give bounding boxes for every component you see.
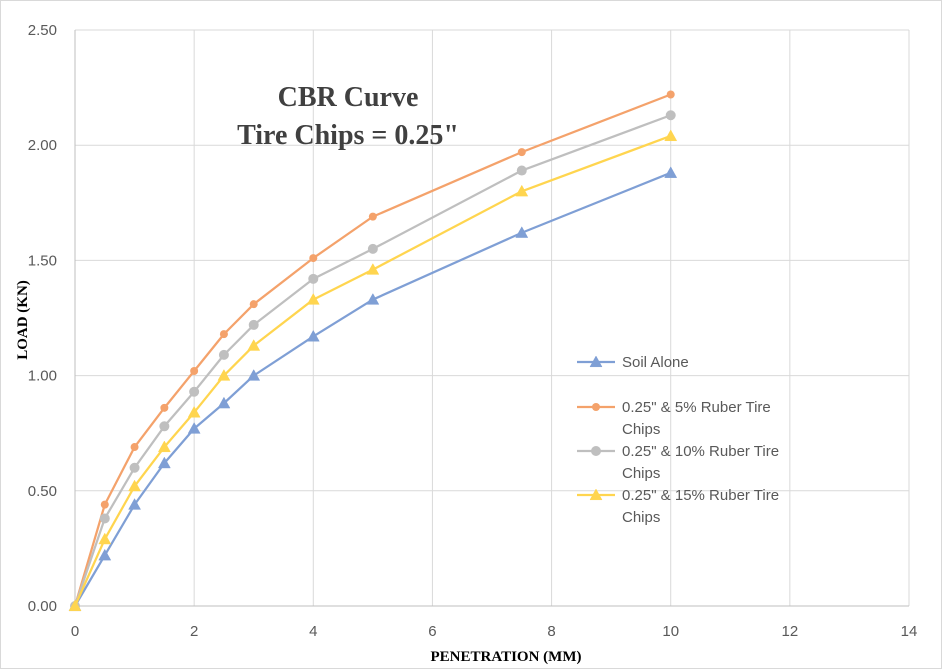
data-point bbox=[217, 369, 231, 381]
y-tick-label: 0.00 bbox=[28, 598, 57, 615]
legend-entry: 0.25" & 15% Ruber Tire Chips bbox=[577, 487, 779, 526]
data-point bbox=[190, 366, 199, 375]
data-point bbox=[249, 300, 258, 309]
x-tick-label: 10 bbox=[662, 623, 679, 640]
legend-marker bbox=[589, 488, 603, 501]
data-point bbox=[516, 165, 527, 176]
data-point bbox=[217, 396, 231, 409]
data-point bbox=[128, 479, 141, 492]
y-tick-label: 2.00 bbox=[28, 137, 57, 154]
data-point bbox=[68, 599, 82, 612]
data-point bbox=[366, 293, 380, 305]
data-point bbox=[308, 273, 319, 284]
data-point bbox=[98, 548, 112, 561]
data-point bbox=[515, 226, 529, 238]
data-point bbox=[367, 243, 378, 254]
legend-label: 0.25" & 5% Ruber Tire bbox=[622, 399, 771, 416]
gridlines bbox=[75, 29, 910, 606]
legend-label: Chips bbox=[622, 509, 660, 526]
series-group bbox=[70, 110, 676, 611]
series-line bbox=[73, 171, 672, 608]
data-series bbox=[68, 90, 678, 612]
data-point bbox=[187, 405, 201, 418]
data-point bbox=[159, 421, 170, 432]
data-point bbox=[218, 349, 229, 360]
legend-label: Chips bbox=[622, 465, 660, 482]
data-point bbox=[157, 456, 171, 469]
x-tick-label: 4 bbox=[309, 623, 317, 640]
legend-label: Chips bbox=[622, 421, 660, 438]
data-point bbox=[515, 184, 529, 197]
legend-entry: Soil Alone bbox=[577, 354, 689, 371]
y-tick-label: 1.50 bbox=[28, 252, 57, 269]
data-point bbox=[160, 403, 169, 412]
data-point bbox=[309, 254, 318, 263]
data-point bbox=[128, 498, 141, 510]
data-point bbox=[666, 90, 675, 99]
legend-entry: 0.25" & 5% Ruber Tire Chips bbox=[577, 399, 771, 438]
data-point bbox=[247, 369, 261, 381]
axes bbox=[74, 30, 909, 607]
data-point bbox=[248, 319, 259, 330]
data-point bbox=[187, 422, 201, 434]
data-point bbox=[247, 339, 261, 351]
data-point bbox=[157, 440, 171, 453]
y-tick-label: 1.00 bbox=[28, 368, 57, 385]
legend-marker bbox=[591, 446, 601, 456]
data-point bbox=[219, 330, 228, 339]
series-line bbox=[73, 93, 672, 608]
legend-marker bbox=[592, 403, 600, 411]
chart-title-line: CBR Curve bbox=[278, 82, 419, 113]
data-point bbox=[366, 263, 380, 275]
legend-label: 0.25" & 10% Ruber Tire bbox=[622, 443, 779, 460]
chart-title: CBR Curve Tire Chips = 0.25" bbox=[237, 82, 459, 151]
chart-title-line: Tire Chips = 0.25" bbox=[237, 120, 459, 151]
series-line bbox=[73, 134, 672, 608]
data-point bbox=[517, 148, 526, 157]
series-line bbox=[73, 114, 672, 608]
legend-marker bbox=[589, 355, 603, 368]
series-group bbox=[68, 129, 678, 612]
y-tick-label: 2.50 bbox=[28, 22, 57, 39]
tick-labels: 0 2 4 6 8 10 12 14 0.00 0.50 1.00 1.50 2.00 2.50 bbox=[28, 22, 918, 640]
data-point bbox=[130, 443, 139, 452]
data-point bbox=[306, 329, 320, 342]
data-point bbox=[368, 212, 377, 221]
x-axis-title: PENETRATION (MM) bbox=[431, 649, 582, 665]
data-point bbox=[664, 166, 678, 178]
x-tick-label: 12 bbox=[782, 623, 799, 640]
data-point bbox=[99, 513, 110, 524]
data-point bbox=[189, 386, 200, 397]
data-point bbox=[98, 532, 112, 545]
x-tick-label: 14 bbox=[901, 623, 918, 640]
axis-titles: PENETRATION (MM) LOAD (KN) bbox=[15, 280, 581, 665]
data-point bbox=[306, 293, 320, 305]
legend-label: 0.25" & 15% Ruber Tire bbox=[622, 487, 779, 504]
data-point bbox=[665, 110, 676, 121]
legend-entry: 0.25" & 10% Ruber Tire Chips bbox=[577, 443, 779, 482]
x-tick-label: 8 bbox=[547, 623, 555, 640]
series-group bbox=[68, 166, 678, 612]
y-axis-title: LOAD (KN) bbox=[15, 280, 31, 360]
x-tick-label: 2 bbox=[190, 623, 198, 640]
x-tick-label: 6 bbox=[428, 623, 436, 640]
data-point bbox=[129, 462, 140, 473]
x-tick-label: 0 bbox=[71, 623, 79, 640]
data-point bbox=[664, 129, 678, 142]
y-tick-label: 0.50 bbox=[28, 483, 57, 500]
legend-label: Soil Alone bbox=[622, 354, 689, 371]
data-point bbox=[100, 500, 109, 509]
